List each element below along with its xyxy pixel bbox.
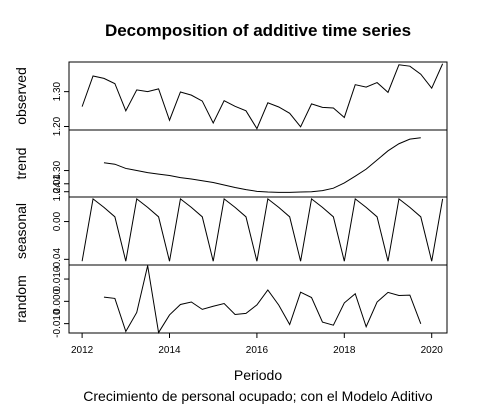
panels: 1.20 1.30 observed 1.24 1.30 trend -0.04 0.00 0.…	[13, 61, 448, 338]
panel-seasonal: -0.04 0.00 0.04 seasonal	[13, 174, 448, 271]
y-tick-label-observed: 1.20	[52, 116, 63, 136]
x-tick-label: 2020	[421, 345, 444, 356]
y-tick-label-trend: 1.30	[52, 160, 63, 180]
y-tick-label-random: 0.010	[52, 266, 63, 291]
y-tick-label-observed: 1.30	[52, 81, 63, 101]
x-tick-label: 2014	[158, 345, 181, 356]
x-axis: 2012 2014 2016 2018 2020	[71, 333, 443, 356]
y-tick-label-seasonal: -0.04	[52, 248, 63, 271]
panel-label-random: random	[13, 275, 29, 322]
x-tick-label: 2016	[246, 345, 269, 356]
y-tick-label-seasonal: 0.00	[52, 211, 63, 231]
y-tick-label-random: 0.000	[52, 288, 63, 313]
panel-label-trend: trend	[13, 148, 29, 180]
series-line-observed	[81, 63, 444, 130]
x-axis-label: Periodo	[234, 367, 282, 383]
x-tick-label: 2012	[71, 345, 94, 356]
panel-label-seasonal: seasonal	[13, 203, 29, 259]
y-tick-label-random: -0.010	[52, 309, 63, 338]
series-line-trend	[103, 137, 421, 193]
x-tick-label: 2018	[333, 345, 356, 356]
panel-observed: 1.20 1.30 observed	[13, 61, 448, 136]
chart-title: Decomposition of additive time series	[105, 21, 411, 40]
panel-label-observed: observed	[13, 67, 29, 125]
panel-frame-random	[68, 264, 448, 334]
chart-caption: Crecimiento de personal ocupado; con el …	[83, 388, 433, 404]
series-line-seasonal	[81, 197, 444, 262]
panel-trend: 1.24 1.30 trend	[13, 129, 448, 202]
panel-frame-trend	[68, 129, 448, 198]
y-tick-label-seasonal: 0.04	[52, 174, 63, 194]
series-line-random	[103, 265, 422, 334]
panel-frame-observed	[68, 61, 448, 131]
y-tick-label-trend: 1.24	[52, 182, 63, 202]
